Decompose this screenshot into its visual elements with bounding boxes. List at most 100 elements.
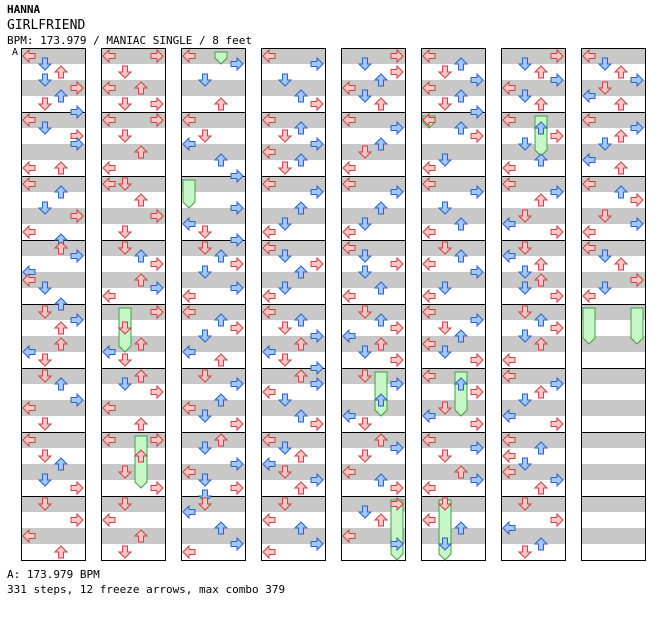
down-arrow-icon (517, 57, 533, 71)
down-arrow-icon (517, 137, 533, 151)
beat-stripe (21, 272, 85, 288)
right-arrow-icon (390, 256, 404, 272)
down-arrow-icon (437, 321, 453, 335)
left-arrow-icon (182, 288, 196, 304)
beat-stripe (21, 304, 85, 320)
right-arrow-icon (310, 472, 324, 488)
down-arrow-icon (597, 281, 613, 295)
right-arrow-icon (630, 216, 644, 232)
down-arrow-icon (197, 265, 213, 279)
down-arrow-icon (357, 305, 373, 319)
up-arrow-icon (453, 377, 469, 391)
column-border (501, 48, 566, 561)
freeze-left-arrow (582, 307, 596, 345)
left-arrow-icon (342, 240, 356, 256)
step-chart (21, 48, 646, 561)
up-arrow-icon (373, 473, 389, 487)
up-arrow-icon (133, 249, 149, 263)
beat-stripe (261, 368, 325, 384)
left-arrow-icon (342, 528, 356, 544)
down-arrow-icon (437, 281, 453, 295)
left-arrow-icon (262, 240, 276, 256)
down-arrow-icon (117, 65, 133, 79)
beat-stripe (101, 528, 165, 544)
beat-stripe (181, 112, 245, 128)
up-arrow-icon (293, 153, 309, 167)
down-arrow-icon (197, 473, 213, 487)
left-arrow-icon (342, 176, 356, 192)
beat-stripe (421, 240, 485, 256)
left-arrow-icon (502, 112, 516, 128)
right-arrow-icon (550, 320, 564, 336)
beat-stripe (501, 432, 565, 448)
beat-stripe (341, 464, 405, 480)
up-arrow-icon (373, 73, 389, 87)
beat-stripe (581, 80, 645, 96)
up-arrow-icon (373, 137, 389, 151)
beat-stripe (21, 48, 85, 64)
up-arrow-icon (53, 161, 69, 175)
left-arrow-icon (582, 48, 596, 64)
beat-stripe (421, 464, 485, 480)
left-arrow-icon (502, 216, 516, 232)
up-arrow-icon (373, 337, 389, 351)
up-arrow-icon (213, 393, 229, 407)
left-arrow-icon (22, 112, 36, 128)
beat-stripe (421, 176, 485, 192)
beat-stripe (261, 400, 325, 416)
beat-stripe (341, 208, 405, 224)
beat-stripe (181, 80, 245, 96)
beat-stripe (181, 48, 245, 64)
up-arrow-icon (293, 337, 309, 351)
left-arrow-icon (22, 432, 36, 448)
left-arrow-icon (422, 408, 436, 424)
down-arrow-icon (357, 369, 373, 383)
beat-stripe (261, 272, 325, 288)
right-arrow-icon (390, 184, 404, 200)
left-arrow-icon (342, 408, 356, 424)
up-arrow-icon (53, 185, 69, 199)
beat-stripe (341, 240, 405, 256)
beat-stripe (501, 528, 565, 544)
right-arrow-icon (550, 416, 564, 432)
left-arrow-icon (262, 144, 276, 160)
right-arrow-icon (630, 272, 644, 288)
beat-stripe (421, 208, 485, 224)
up-arrow-icon (373, 97, 389, 111)
down-arrow-icon (597, 137, 613, 151)
right-arrow-icon (470, 312, 484, 328)
beat-stripe (421, 272, 485, 288)
beat-stripe (261, 112, 325, 128)
right-arrow-icon (310, 184, 324, 200)
left-arrow-icon (182, 136, 196, 152)
right-arrow-icon (470, 416, 484, 432)
down-arrow-icon (117, 545, 133, 559)
down-arrow-icon (37, 473, 53, 487)
right-arrow-icon (230, 376, 244, 392)
down-arrow-icon (517, 265, 533, 279)
beat-stripe (101, 464, 165, 480)
up-arrow-icon (453, 121, 469, 135)
column-border (421, 48, 486, 561)
beat-stripe (581, 208, 645, 224)
freeze-right-arrow (630, 307, 644, 345)
left-arrow-icon (262, 288, 276, 304)
beat-stripe (581, 112, 645, 128)
left-arrow-icon (502, 464, 516, 480)
down-arrow-icon (357, 345, 373, 359)
right-arrow-icon (230, 256, 244, 272)
beat-stripe (341, 336, 405, 352)
beat-stripe (101, 80, 165, 96)
up-arrow-icon (213, 521, 229, 535)
up-arrow-icon (613, 161, 629, 175)
beat-stripe (341, 496, 405, 512)
left-arrow-icon (262, 384, 276, 400)
left-arrow-icon (22, 224, 36, 240)
up-arrow-icon (533, 385, 549, 399)
down-arrow-icon (37, 497, 53, 511)
beat-stripe (101, 176, 165, 192)
right-arrow-icon (390, 352, 404, 368)
down-arrow-icon (197, 497, 213, 511)
bpm-summary: A: 173.979 BPM (7, 568, 100, 581)
left-arrow-icon (182, 400, 196, 416)
